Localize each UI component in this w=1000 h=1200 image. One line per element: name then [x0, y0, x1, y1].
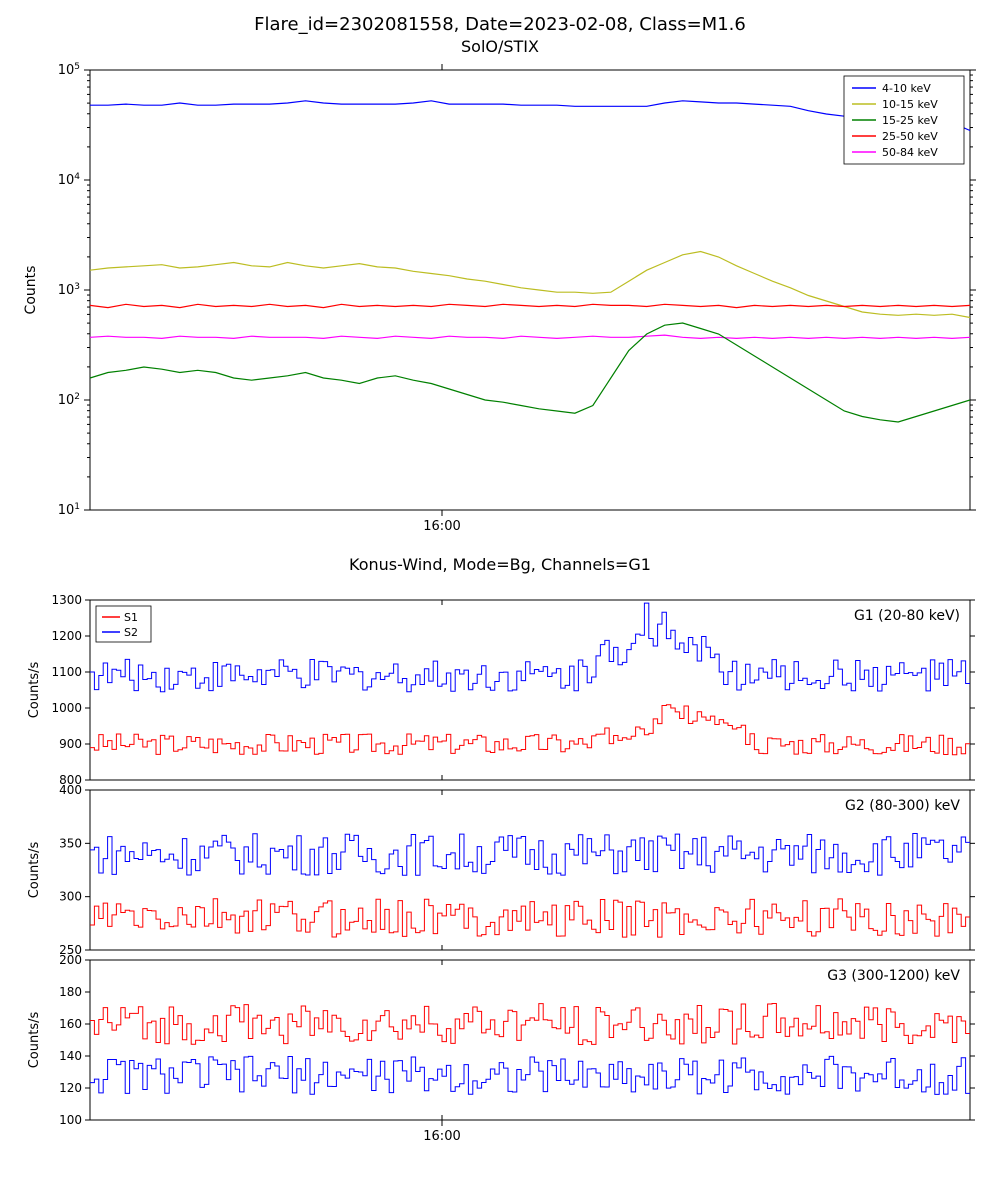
top-series-s_4_10: [90, 101, 970, 131]
top-legend-label: 15-25 keV: [882, 114, 938, 127]
bottom-title: Konus-Wind, Mode=Bg, Channels=G1: [349, 555, 651, 574]
bottom-series: [90, 1003, 970, 1044]
top-ytick: 104: [58, 172, 81, 188]
bottom-ylabel: Counts/s: [27, 842, 42, 899]
bottom-legend-label: S1: [124, 611, 138, 624]
bottom-ytick: 300: [59, 890, 82, 904]
top-ytick: 103: [58, 282, 80, 298]
top-legend-label: 10-15 keV: [882, 98, 938, 111]
bottom-ytick: 1000: [51, 701, 82, 715]
bottom-ytick: 140: [59, 1049, 82, 1063]
bottom-ylabel: Counts/s: [27, 1012, 42, 1069]
top-ytick: 101: [58, 502, 80, 518]
main-title: Flare_id=2302081558, Date=2023-02-08, Cl…: [254, 14, 746, 35]
bottom-legend-label: S2: [124, 626, 138, 639]
bottom-ylabel: Counts/s: [27, 662, 42, 719]
bottom-xtick: 16:00: [423, 1129, 460, 1144]
top-subtitle: SolO/STIX: [461, 37, 539, 56]
bottom-ytick: 100: [59, 1113, 82, 1127]
top-chart-frame: [90, 70, 970, 510]
bottom-ytick: 160: [59, 1017, 82, 1031]
top-series-s_50_84: [90, 335, 970, 338]
top-legend-label: 50-84 keV: [882, 146, 938, 159]
bottom-panel-label: G1 (20-80 keV): [854, 608, 960, 624]
top-ytick: 102: [58, 392, 80, 408]
bottom-series: [90, 899, 970, 937]
figure: Flare_id=2302081558, Date=2023-02-08, Cl…: [0, 0, 1000, 1200]
bottom-series: [90, 833, 970, 875]
bottom-series: [90, 705, 970, 755]
bottom-ytick: 1100: [51, 665, 82, 679]
bottom-ytick: 180: [59, 985, 82, 999]
top-legend-label: 4-10 keV: [882, 82, 931, 95]
bottom-ytick: 1300: [51, 593, 82, 607]
bottom-series: [90, 603, 970, 692]
bottom-ytick: 200: [59, 953, 82, 967]
bottom-panel-label: G2 (80-300) keV: [845, 798, 960, 814]
bottom-ytick: 1200: [51, 629, 82, 643]
top-ylabel: Counts: [23, 266, 39, 315]
bottom-ytick: 120: [59, 1081, 82, 1095]
top-ytick: 105: [58, 62, 80, 78]
bottom-ytick: 400: [59, 783, 82, 797]
bottom-ytick: 350: [59, 836, 82, 850]
bottom-panel-label: G3 (300-1200) keV: [827, 968, 960, 984]
bottom-series: [90, 1056, 970, 1094]
top-series-s_10_15: [90, 252, 970, 318]
bottom-ytick: 900: [59, 737, 82, 751]
top-legend-label: 25-50 keV: [882, 130, 938, 143]
top-xtick: 16:00: [423, 519, 460, 534]
